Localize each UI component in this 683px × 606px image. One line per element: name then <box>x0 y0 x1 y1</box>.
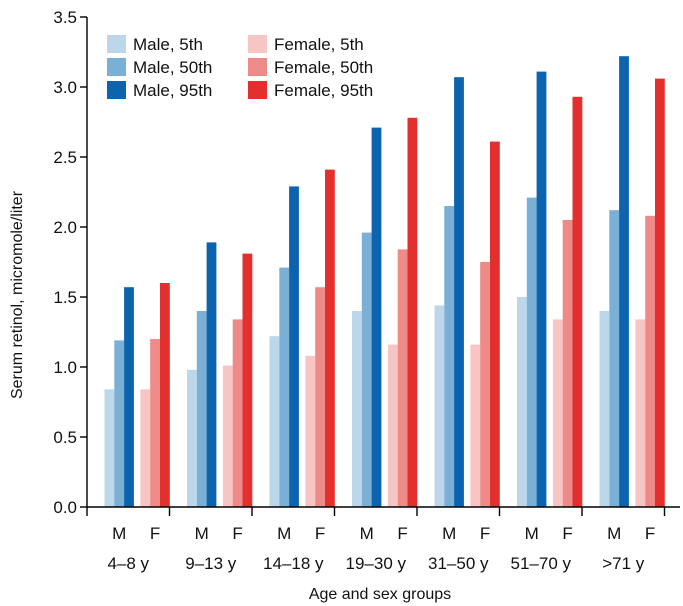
legend-swatch <box>248 81 267 99</box>
bar-male-50th-5 <box>526 197 537 507</box>
bar-female-5th-3 <box>387 344 398 507</box>
bar-male-5th-0 <box>104 389 115 507</box>
category-label: 9–13 y <box>185 554 237 573</box>
sex-label-m: M <box>607 524 621 543</box>
y-tick-label: 2.0 <box>53 218 77 237</box>
bar-female-95th-1 <box>242 253 253 507</box>
bar-female-95th-6 <box>655 78 665 507</box>
bar-female-50th-6 <box>645 215 655 508</box>
category-label: 14–18 y <box>263 554 324 573</box>
bar-male-50th-1 <box>196 311 207 507</box>
x-axis-title: Age and sex groups <box>309 586 451 603</box>
bar-female-95th-0 <box>160 283 170 507</box>
y-tick-label: 1.5 <box>53 288 77 307</box>
bar-male-50th-0 <box>114 340 125 507</box>
bar-male-5th-5 <box>517 297 527 507</box>
bar-female-95th-4 <box>490 141 500 507</box>
bar-female-50th-5 <box>562 220 573 507</box>
sex-label-f: F <box>150 524 160 543</box>
bar-male-5th-4 <box>434 305 445 507</box>
legend-label: Female, 95th <box>274 81 373 100</box>
bar-female-50th-4 <box>480 262 490 507</box>
sex-label-f: F <box>480 524 490 543</box>
sex-label-m: M <box>525 524 539 543</box>
bar-female-95th-2 <box>325 169 335 507</box>
bar-female-95th-5 <box>572 96 583 508</box>
legend: Male, 5th Male, 50th Male, 95th Female, 5th… <box>107 35 373 100</box>
sex-label-m: M <box>360 524 374 543</box>
bar-female-95th-3 <box>407 117 418 508</box>
bar-female-5th-6 <box>635 319 646 507</box>
y-tick-label: 3.5 <box>53 8 77 27</box>
category-label: 51–70 y <box>511 554 572 573</box>
legend-label: Male, 50th <box>133 58 212 77</box>
sex-label-m: M <box>112 524 126 543</box>
bar-male-5th-1 <box>187 369 197 507</box>
bar-female-50th-3 <box>397 249 408 507</box>
y-tick-label: 0.5 <box>53 428 77 447</box>
y-axis-title: Serum retinol, micromole/liter <box>9 190 26 399</box>
bar-female-5th-1 <box>222 365 233 507</box>
bar-male-5th-3 <box>352 311 362 507</box>
category-label: 31–50 y <box>428 554 489 573</box>
legend-label: Female, 50th <box>274 58 373 77</box>
bar-female-5th-2 <box>305 355 316 507</box>
bar-female-50th-2 <box>315 287 325 507</box>
legend-swatch <box>107 81 126 99</box>
sex-label-f: F <box>232 524 242 543</box>
axes: 0.00.51.01.52.02.53.03.5M F4–8 yM F9–13 yM… <box>53 8 680 573</box>
legend-swatch <box>248 58 267 76</box>
bar-male-95th-3 <box>371 127 382 507</box>
bar-female-5th-0 <box>140 389 151 507</box>
category-label: 19–30 y <box>346 554 407 573</box>
y-tick-label: 1.0 <box>53 358 77 377</box>
y-tick-label: 3.0 <box>53 78 77 97</box>
bar-male-50th-3 <box>361 232 372 507</box>
bar-female-50th-0 <box>150 339 160 507</box>
bar-male-5th-6 <box>599 311 610 507</box>
bar-male-50th-2 <box>279 267 290 507</box>
sex-label-m: M <box>442 524 456 543</box>
bar-male-50th-4 <box>444 206 455 507</box>
sex-label-f: F <box>315 524 325 543</box>
y-tick-label: 2.5 <box>53 148 77 167</box>
legend-label: Female, 5th <box>274 35 364 54</box>
legend-swatch <box>107 35 126 53</box>
sex-label-m: M <box>277 524 291 543</box>
bar-male-5th-2 <box>269 336 280 507</box>
legend-swatch <box>248 35 267 53</box>
bar-male-95th-6 <box>619 56 629 507</box>
bar-male-95th-1 <box>206 242 217 507</box>
category-label: 4–8 y <box>107 554 149 573</box>
bar-male-95th-4 <box>454 77 464 507</box>
bar-female-50th-1 <box>232 319 243 507</box>
plot-area <box>104 56 665 508</box>
bar-male-95th-5 <box>536 71 547 507</box>
legend-label: Male, 95th <box>133 81 212 100</box>
sex-label-f: F <box>562 524 572 543</box>
bar-female-5th-4 <box>470 344 481 507</box>
category-label: >71 y <box>602 554 645 573</box>
bar-male-50th-6 <box>609 210 620 507</box>
bar-female-5th-5 <box>552 319 563 507</box>
sex-label-f: F <box>397 524 407 543</box>
legend-label: Male, 5th <box>133 35 203 54</box>
bar-male-95th-0 <box>124 287 134 507</box>
sex-label-m: M <box>195 524 209 543</box>
legend-swatch <box>107 58 126 76</box>
y-tick-label: 0.0 <box>53 498 77 517</box>
sex-label-f: F <box>645 524 655 543</box>
bar-male-95th-2 <box>289 186 299 507</box>
